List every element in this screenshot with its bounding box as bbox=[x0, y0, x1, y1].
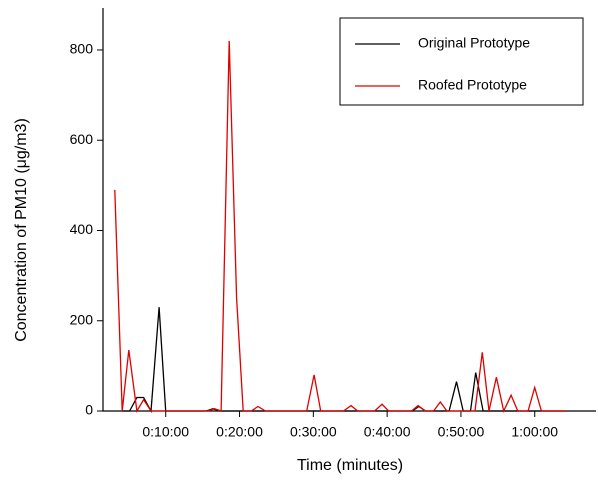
y-tick-label: 400 bbox=[70, 221, 94, 237]
x-tick-label: 1:00:00 bbox=[511, 424, 558, 440]
y-tick-label: 200 bbox=[70, 311, 94, 327]
legend-box bbox=[339, 17, 584, 106]
x-tick-label: 0:40:00 bbox=[364, 424, 411, 440]
y-tick-label: 600 bbox=[70, 131, 94, 147]
series-line bbox=[114, 40, 566, 414]
x-axis-label: Time (minutes) bbox=[297, 457, 403, 474]
x-tick-label: 0:10:00 bbox=[142, 424, 189, 440]
y-axis-label: Concentration of PM10 (μg/m3) bbox=[13, 118, 30, 342]
legend-label: Roofed Prototype bbox=[418, 77, 527, 93]
legend-label: Original Prototype bbox=[418, 35, 530, 51]
y-tick-label: 800 bbox=[70, 41, 94, 57]
y-tick-label: 0 bbox=[85, 402, 93, 418]
series-line bbox=[122, 307, 566, 414]
x-tick-label: 0:20:00 bbox=[216, 424, 263, 440]
x-tick-label: 0:50:00 bbox=[438, 424, 485, 440]
x-tick-label: 0:30:00 bbox=[290, 424, 337, 440]
